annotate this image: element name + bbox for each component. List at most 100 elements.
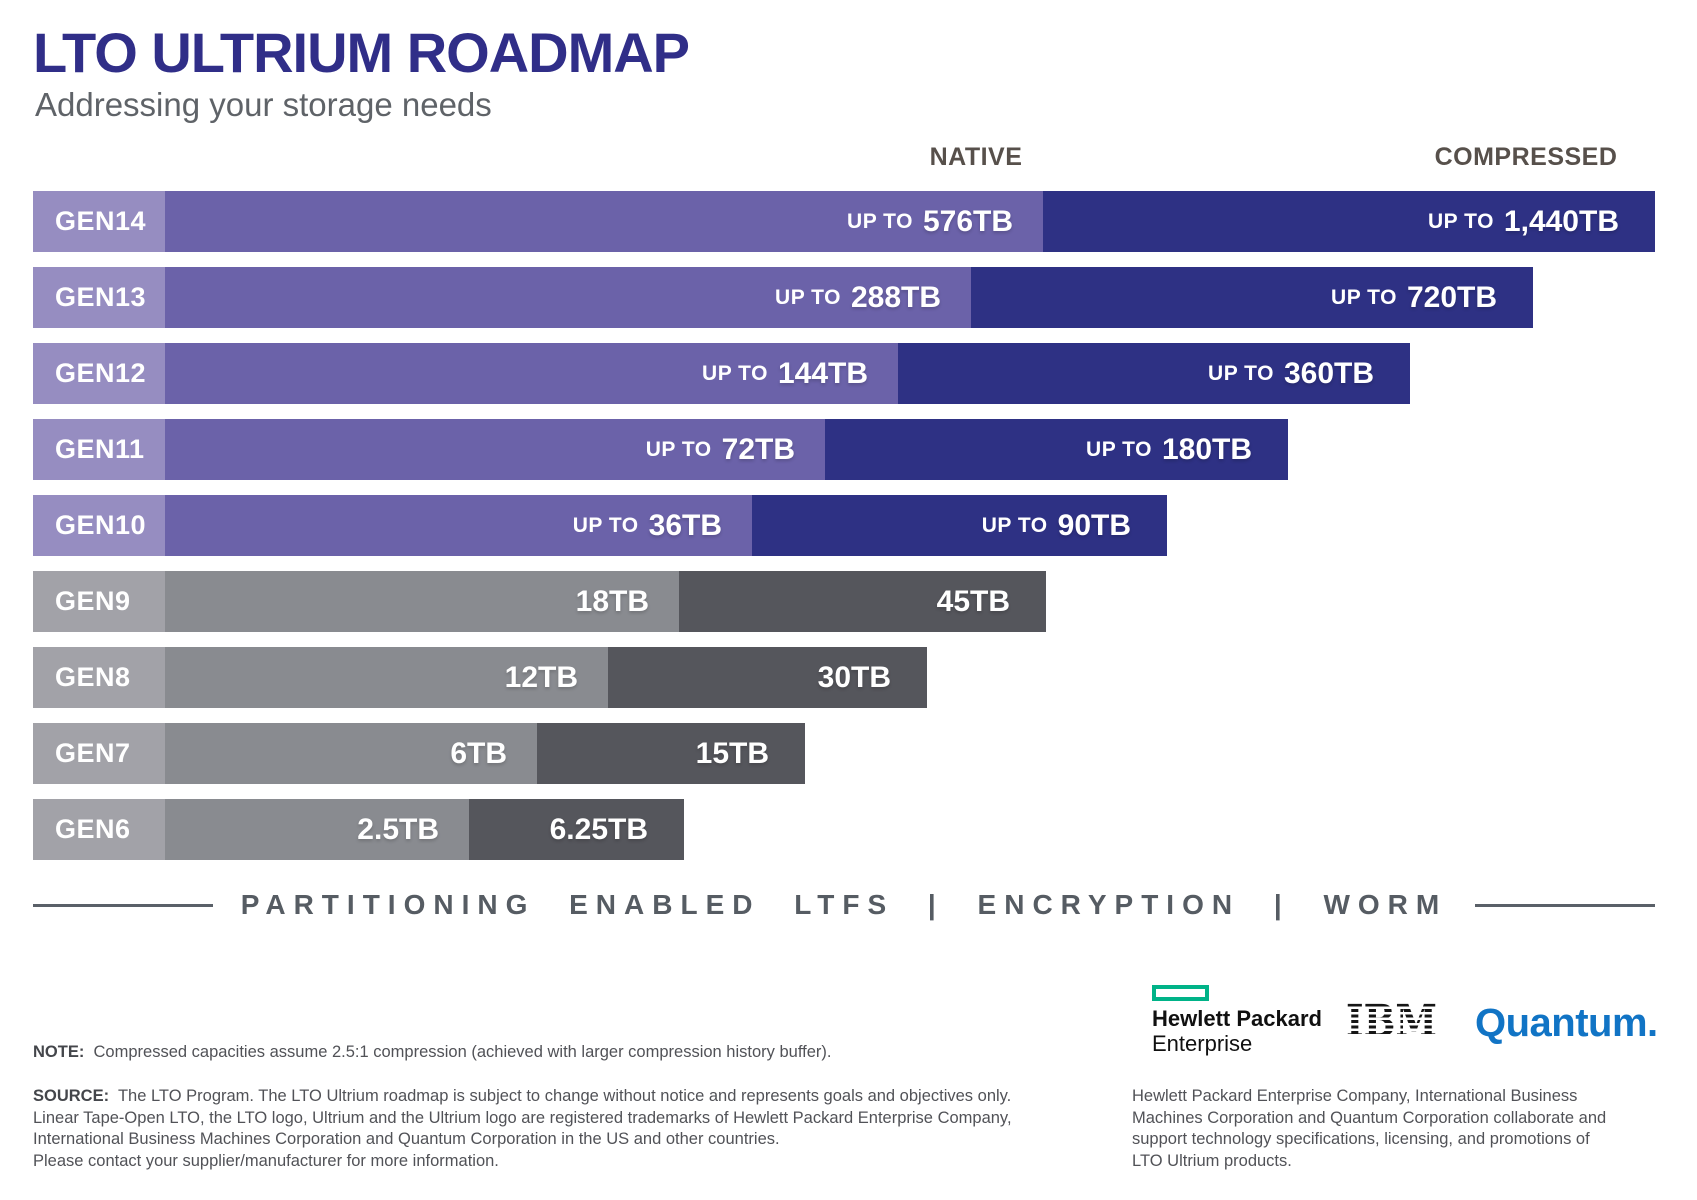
page-subtitle: Addressing your storage needs bbox=[35, 86, 492, 123]
left-rule-line bbox=[33, 903, 213, 907]
compressed-capacity-bar: 45TB bbox=[679, 571, 1046, 632]
compressed-capacity-bar: UP TO 1,440TB bbox=[1043, 191, 1655, 252]
compressed-capacity-value: 30TB bbox=[817, 660, 891, 694]
generation-label: GEN14 bbox=[55, 206, 147, 236]
generation-label: GEN10 bbox=[55, 510, 147, 540]
generation-label-segment: GEN13 bbox=[33, 267, 165, 328]
generation-label-segment: GEN14 bbox=[33, 191, 165, 252]
generation-row: GEN9 18TB 45TB bbox=[33, 571, 1655, 632]
native-capacity-value: 6TB bbox=[450, 736, 507, 770]
source-line: Please contact your supplier/manufacture… bbox=[33, 1151, 499, 1170]
hpe-logo-text-1: Hewlett Packard bbox=[1152, 1006, 1322, 1031]
source-line: International Business Machines Corporat… bbox=[33, 1130, 780, 1148]
native-capacity-value: 72TB bbox=[721, 432, 795, 466]
up-to-prefix: UP TO bbox=[775, 285, 841, 309]
hpe-logo: Hewlett Packard Enterprise bbox=[1152, 985, 1322, 1056]
native-capacity-value: 36TB bbox=[648, 508, 722, 542]
compressed-capacity-bar: UP TO 90TB bbox=[752, 495, 1167, 556]
note-label: NOTE: bbox=[33, 1043, 85, 1061]
features-strip: PARTITIONING ENABLED LTFS | ENCRYPTION |… bbox=[33, 886, 1655, 924]
up-to-prefix: UP TO bbox=[1331, 285, 1397, 309]
hpe-logo-text-2: Enterprise bbox=[1152, 1031, 1253, 1056]
generation-row: GEN10 UP TO 36TB UP TO 90TB bbox=[33, 495, 1655, 556]
native-capacity-bar: UP TO 36TB bbox=[165, 495, 752, 556]
compressed-capacity-value: 1,440TB bbox=[1503, 204, 1619, 238]
compressed-capacity-bar: UP TO 180TB bbox=[825, 419, 1288, 480]
source-label: SOURCE: bbox=[33, 1087, 110, 1105]
generation-label: GEN8 bbox=[55, 662, 131, 692]
right-rule-line bbox=[1475, 903, 1655, 907]
native-capacity-bar: 6TB bbox=[165, 723, 537, 784]
native-capacity-value: 2.5TB bbox=[357, 812, 439, 846]
source-text: SOURCE: The LTO Program. The LTO Ultrium… bbox=[33, 1086, 1073, 1172]
generation-label: GEN7 bbox=[55, 738, 131, 768]
up-to-prefix: UP TO bbox=[645, 437, 712, 461]
column-header-compressed: COMPRESSED bbox=[1434, 143, 1618, 171]
generation-row: GEN13 UP TO 288TB UP TO 720TB bbox=[33, 267, 1655, 328]
native-capacity-value: 18TB bbox=[575, 584, 649, 618]
compressed-capacity-bar: 6.25TB bbox=[469, 799, 684, 860]
hpe-logo-mark bbox=[1152, 985, 1209, 1001]
compressed-capacity-value: 180TB bbox=[1161, 432, 1252, 466]
collab-line: Machines Corporation and Quantum Corpora… bbox=[1132, 1108, 1607, 1127]
features-text: PARTITIONING ENABLED LTFS | ENCRYPTION |… bbox=[240, 889, 1448, 920]
native-capacity-value: 12TB bbox=[504, 660, 578, 694]
up-to-prefix: UP TO bbox=[847, 209, 913, 233]
compressed-capacity-value: 720TB bbox=[1406, 280, 1497, 314]
up-to-prefix: UP TO bbox=[1208, 361, 1274, 385]
collab-line: Hewlett Packard Enterprise Company, Inte… bbox=[1132, 1087, 1578, 1105]
native-capacity-bar: UP TO 72TB bbox=[165, 419, 825, 480]
generation-label-segment: GEN12 bbox=[33, 343, 165, 404]
page-title: LTO ULTRIUM ROADMAP bbox=[33, 21, 690, 84]
native-capacity-value: 576TB bbox=[922, 204, 1013, 238]
generation-row: GEN12 UP TO 144TB UP TO 360TB bbox=[33, 343, 1655, 404]
note-body: Compressed capacities assume 2.5:1 compr… bbox=[93, 1043, 832, 1061]
generation-row: GEN14 UP TO 576TB UP TO 1,440TB bbox=[33, 191, 1655, 252]
ibm-logo: IBM bbox=[1345, 996, 1439, 1047]
collab-line: LTO Ultrium products. bbox=[1132, 1151, 1292, 1170]
compressed-capacity-value: 15TB bbox=[695, 736, 769, 770]
source-line: Linear Tape-Open LTO, the LTO logo, Ultr… bbox=[33, 1108, 1012, 1127]
generation-label-segment: GEN9 bbox=[33, 571, 165, 632]
compressed-capacity-value: 45TB bbox=[936, 584, 1010, 618]
compressed-capacity-bar: UP TO 720TB bbox=[971, 267, 1533, 328]
generation-row: GEN7 6TB 15TB bbox=[33, 723, 1655, 784]
generation-label: GEN6 bbox=[55, 814, 131, 844]
ibm-logo-icon: IBM bbox=[1346, 996, 1437, 1047]
compressed-capacity-value: 360TB bbox=[1283, 356, 1374, 390]
generation-row: GEN11 UP TO 72TB UP TO 180TB bbox=[33, 419, 1655, 480]
native-capacity-bar: 12TB bbox=[165, 647, 608, 708]
generation-label: GEN9 bbox=[55, 586, 131, 616]
up-to-prefix: UP TO bbox=[1086, 437, 1152, 461]
native-capacity-bar: 18TB bbox=[165, 571, 679, 632]
quantum-logo: Quantum. bbox=[1475, 1001, 1658, 1045]
generation-row: GEN6 2.5TB 6.25TB bbox=[33, 799, 1655, 860]
native-capacity-bar: UP TO 288TB bbox=[165, 267, 971, 328]
generation-label-segment: GEN10 bbox=[33, 495, 165, 556]
up-to-prefix: UP TO bbox=[572, 513, 639, 537]
native-capacity-value: 144TB bbox=[777, 356, 868, 390]
generation-label: GEN13 bbox=[55, 282, 147, 312]
native-capacity-bar: UP TO 576TB bbox=[165, 191, 1043, 252]
compressed-capacity-bar: 15TB bbox=[537, 723, 805, 784]
source-line: SOURCE: The LTO Program. The LTO Ultrium… bbox=[33, 1087, 1012, 1105]
column-header-native: NATIVE bbox=[929, 143, 1023, 171]
native-capacity-value: 288TB bbox=[850, 280, 941, 314]
generation-row: GEN8 12TB 30TB bbox=[33, 647, 1655, 708]
generation-label-segment: GEN7 bbox=[33, 723, 165, 784]
generation-label: GEN11 bbox=[55, 434, 145, 464]
note-text: NOTE: Compressed capacities assume 2.5:1… bbox=[33, 1042, 1043, 1064]
native-capacity-bar: UP TO 144TB bbox=[165, 343, 898, 404]
bar-chart: GEN14 UP TO 576TB UP TO 1,440TB GEN13 UP… bbox=[33, 191, 1655, 875]
generation-label-segment: GEN6 bbox=[33, 799, 165, 860]
svg-text:IBM: IBM bbox=[1346, 998, 1437, 1042]
native-capacity-bar: 2.5TB bbox=[165, 799, 469, 860]
collaboration-text: Hewlett Packard Enterprise Company, Inte… bbox=[1132, 1086, 1672, 1172]
generation-label-segment: GEN11 bbox=[33, 419, 165, 480]
compressed-capacity-value: 90TB bbox=[1057, 508, 1131, 542]
compressed-capacity-bar: 30TB bbox=[608, 647, 927, 708]
generation-label-segment: GEN8 bbox=[33, 647, 165, 708]
up-to-prefix: UP TO bbox=[981, 513, 1048, 537]
compressed-capacity-bar: UP TO 360TB bbox=[898, 343, 1410, 404]
generation-label: GEN12 bbox=[55, 358, 147, 388]
